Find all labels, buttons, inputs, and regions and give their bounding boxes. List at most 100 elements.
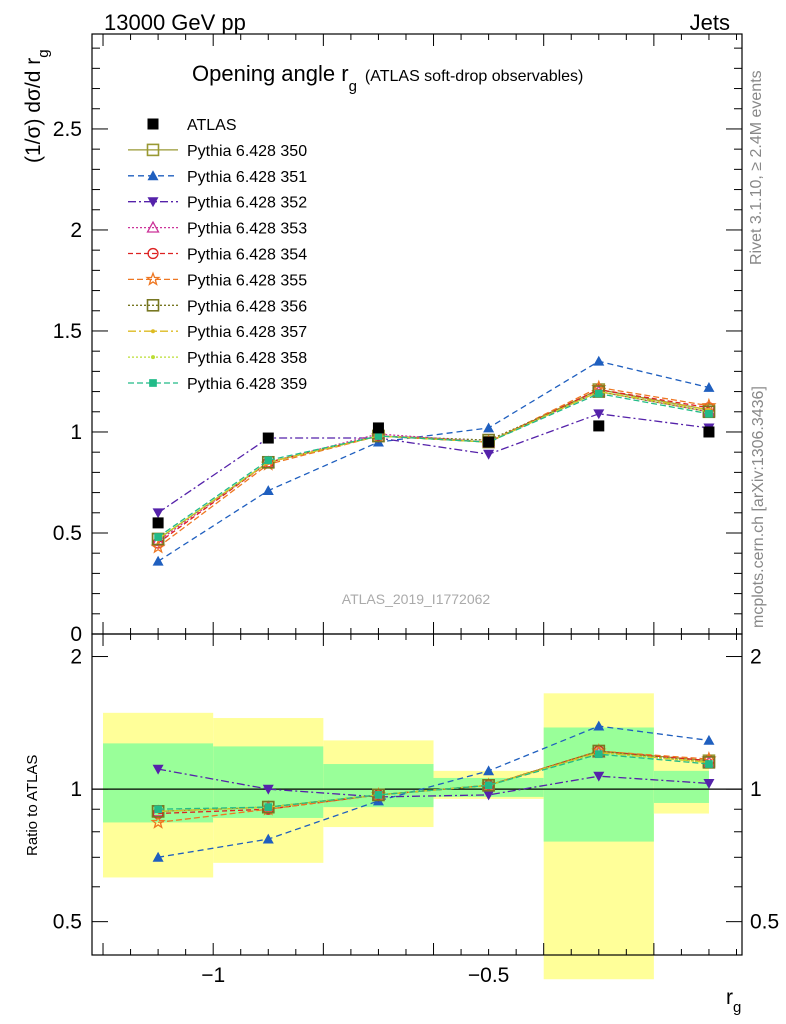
main-series-line [157,390,710,540]
main-series-pythia-6-428-357 [156,389,711,542]
main-series-line [157,392,710,538]
legend-label: Pythia 6.428 352 [187,195,307,212]
ratio-data-point [594,750,603,759]
legend-label: Pythia 6.428 359 [187,376,307,393]
legend-label: Pythia 6.428 357 [187,324,307,341]
legend-entry: Pythia 6.428 354 [128,247,307,264]
chart-title-suffix: (ATLAS soft-drop observables) [365,68,583,85]
main-data-point [154,533,162,541]
ratio-series-line [157,725,709,858]
atlas-data-point [262,432,274,444]
main-y-tick-label: 0 [70,623,82,646]
main-data-point [594,389,603,398]
ratio-data-point [705,760,713,768]
legend-marker [147,118,159,130]
main-data-point [152,555,164,566]
main-series-pythia-6-428-351 [152,355,715,566]
ratio-uncertainty-bands [92,693,742,980]
legend-entry: Pythia 6.428 357 [128,324,307,341]
legend-entry: Pythia 6.428 356 [128,298,307,315]
main-y-axis-label-text: (1/σ) dσ/d r [22,58,45,163]
ratio-y-tick-label-left: 1 [70,778,82,801]
ratio-data-point [262,833,274,844]
legend-entry: ATLAS [147,117,237,134]
ratio-inner-band-bin [653,770,709,803]
ratio-y-axis-label: Ratio to ATLAS [24,755,41,856]
ratio-data-point [152,851,164,862]
main-series-pythia-6-428-352 [152,409,715,519]
ratio-data-point [483,790,495,801]
mcplots-text: mcplots.cern.ch [arXiv:1306.3436] [750,386,767,628]
legend-marker [146,143,160,157]
ratio-data-point [484,781,493,790]
main-data-point [593,355,605,366]
legend-label: Pythia 6.428 356 [187,298,307,315]
legend-label: Pythia 6.428 353 [187,221,307,238]
legend-label: ATLAS [187,117,237,134]
legend: ATLAS Pythia 6.428 350 Pythia 6.428 351 Pyt… [128,117,307,393]
main-series-pythia-6-428-358 [156,389,711,542]
chart-title-subscript: g [349,78,357,95]
main-series-line [157,390,710,540]
main-series-line [157,390,710,540]
main-data-point [593,409,605,420]
ratio-series-group [150,720,717,862]
ratio-data-point [150,814,166,829]
ratio-y-tick-label-left: 0.5 [53,911,82,934]
legend-marker [146,220,160,233]
main-series-pythia-6-428-353 [151,384,716,547]
legend-entry: Pythia 6.428 358 [128,350,307,367]
x-axis-label-text: r [726,986,733,1009]
legend-marker [146,298,160,312]
ratio-data-point [593,771,605,782]
x-axis-label: rg [726,986,741,1016]
ratio-data-point [154,805,162,814]
x-tick-label: −0.5 [468,964,509,987]
legend-label: Pythia 6.428 358 [187,350,307,367]
main-series-pythia-6-428-354 [152,383,715,549]
legend-marker [147,170,159,181]
ratio-y-tick-label-left: 2 [70,646,82,669]
main-data-point [262,485,274,495]
main-series-pythia-6-428-356 [151,385,716,546]
ratio-data-point [483,765,495,776]
legend-marker [147,197,159,208]
main-y-tick-label: 0.5 [53,522,82,545]
legend-marker [149,379,157,387]
main-y-tick-label: 1.5 [53,320,82,343]
ratio-data-point [703,734,715,745]
ratio-y-tick-label-right: 2 [750,646,762,669]
main-series-line [157,388,710,544]
main-y-tick-label: 2.5 [53,118,82,141]
legend-marker [151,355,155,360]
main-series-line [157,388,710,540]
main-y-tick-label: 1 [70,421,82,444]
legend-entry: Pythia 6.428 350 [128,143,307,160]
legend-label: Pythia 6.428 350 [187,143,307,160]
ratio-data-point [593,720,605,731]
ratio-data-point [152,764,164,775]
legend-label: Pythia 6.428 351 [187,169,307,186]
main-data-point [260,456,276,471]
ratio-y-tick-label-right: 0.5 [750,911,779,934]
main-data-point [264,456,273,465]
header-left-text: 13000 GeV pp [104,10,246,35]
main-data-point [483,422,495,433]
ratio-data-point [262,784,274,795]
main-data-point [705,409,713,418]
ratio-data-point [374,791,383,799]
atlas-data-point [372,422,384,434]
main-data-point [152,508,164,519]
x-axis-label-subscript: g [733,999,741,1016]
chart-title-main: Opening angle r [192,61,349,86]
panel-frames [91,33,743,956]
rivet-version-text: Rivet 3.1.10, ≥ 2.4M events [748,70,765,265]
x-tick-label: −1 [201,964,225,987]
ratio-panel-frame [91,633,743,956]
atlas-data-point [593,420,605,432]
main-series-pythia-6-428-359 [154,389,713,541]
chart-title: Opening angle rg (ATLAS soft-drop observa… [192,61,583,95]
main-data-point [483,449,495,460]
legend-entry: Pythia 6.428 353 [128,221,307,238]
